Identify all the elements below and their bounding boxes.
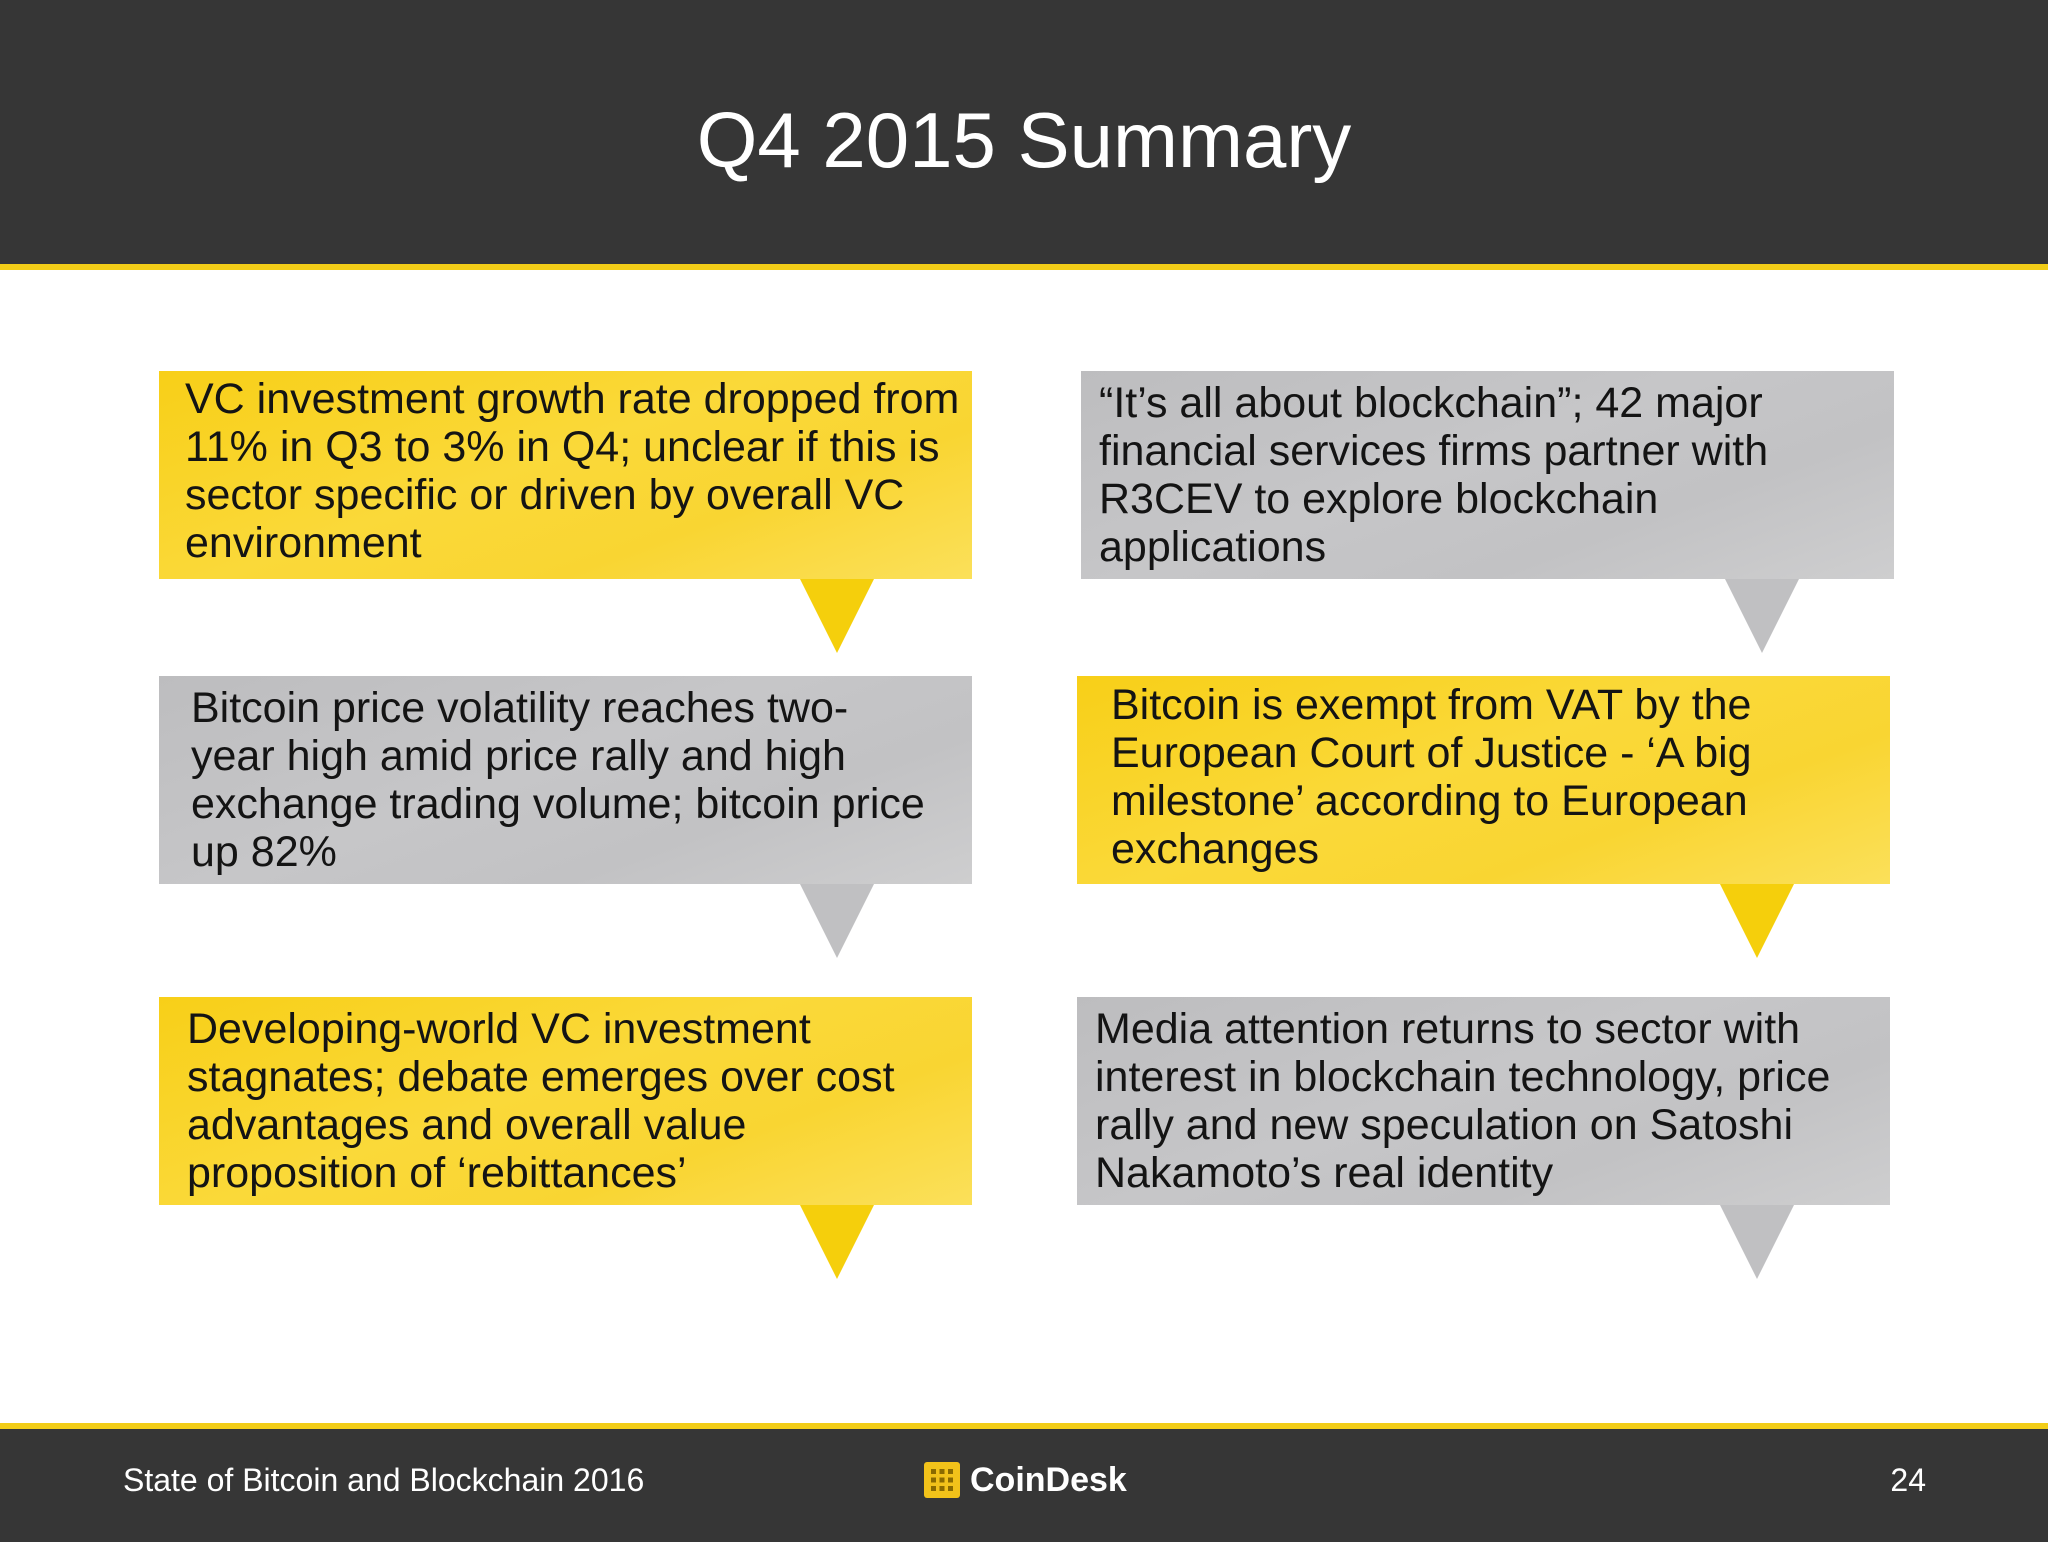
header-bar: [0, 0, 2048, 270]
callout-box: [1077, 997, 1890, 1205]
callout-box: [1077, 676, 1890, 884]
callout-pointer: [800, 1205, 874, 1279]
report-title: State of Bitcoin and Blockchain 2016: [123, 1462, 645, 1498]
callout-box: [159, 676, 972, 884]
callout-vc-growth: VC investment growth rate dropped from 1…: [159, 371, 972, 653]
callout-box: [1081, 371, 1894, 579]
callout-text: Developing-world VC investment stagnates…: [187, 1005, 895, 1197]
callout-text: VC investment growth rate dropped from 1…: [185, 375, 960, 567]
callout-blockchain-partnership: “It’s all about blockchain”; 42 major fi…: [1081, 371, 1894, 653]
callout-developing-world-vc: Developing-world VC investment stagnates…: [159, 997, 972, 1279]
brand-logo: CoinDesk: [924, 1458, 1127, 1502]
coindesk-logo-icon: [924, 1462, 960, 1498]
footer-bar: [0, 1423, 2048, 1542]
callout-text: Media attention returns to sector with i…: [1095, 1005, 1831, 1197]
slide-title: Q4 2015 Summary: [696, 96, 1352, 184]
brand-name: CoinDesk: [970, 1461, 1127, 1499]
callout-pointer: [1720, 884, 1794, 958]
callout-text: Bitcoin price volatility reaches two-yea…: [191, 684, 925, 876]
callout-media-attention: Media attention returns to sector with i…: [1077, 997, 1890, 1279]
callout-pointer: [800, 884, 874, 958]
callout-box: [159, 997, 972, 1205]
callout-price-volatility: Bitcoin price volatility reaches two-yea…: [159, 676, 972, 958]
callout-box: [159, 371, 972, 579]
page-number: 24: [1890, 1462, 1926, 1498]
callout-text: Bitcoin is exempt from VAT by the Europe…: [1111, 681, 1752, 873]
callout-pointer: [1725, 579, 1799, 653]
callout-pointer: [800, 579, 874, 653]
callout-text: “It’s all about blockchain”; 42 major fi…: [1099, 379, 1769, 571]
callout-vat-exemption: Bitcoin is exempt from VAT by the Europe…: [1077, 676, 1890, 958]
callout-pointer: [1720, 1205, 1794, 1279]
